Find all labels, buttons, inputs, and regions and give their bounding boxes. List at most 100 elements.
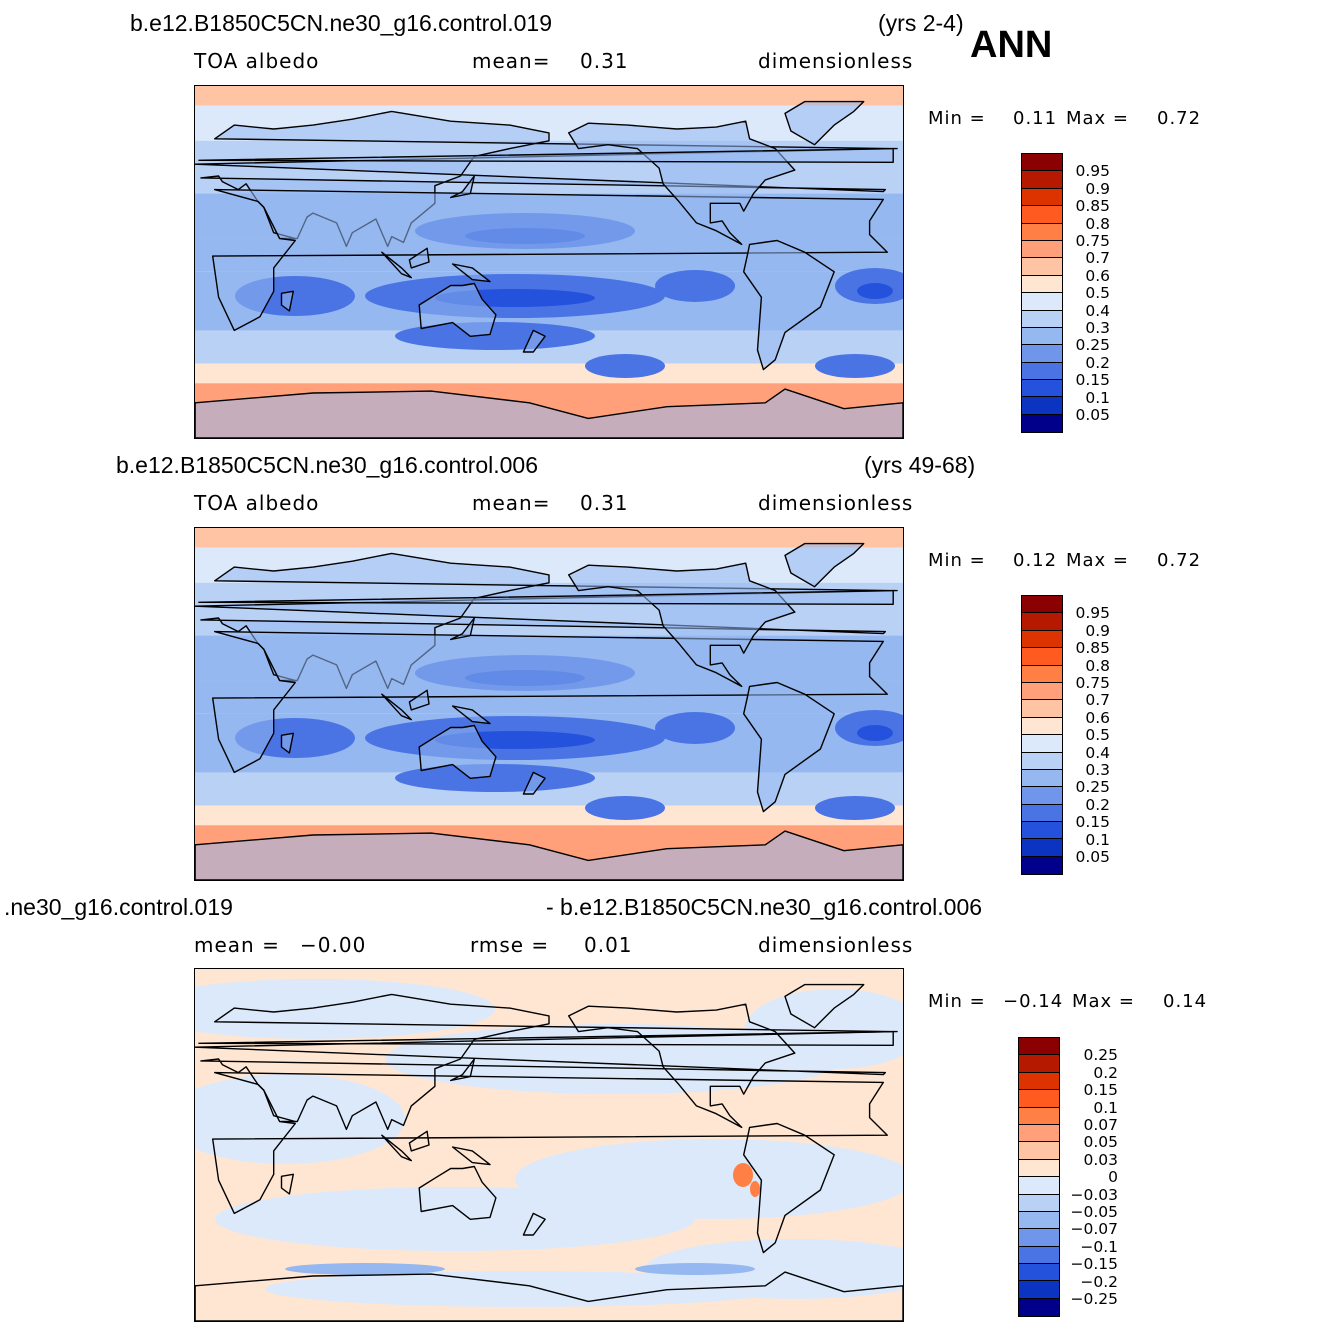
panel-1-mean-label: mean= — [472, 49, 551, 73]
colorbar-label: −0.1 — [1080, 1237, 1118, 1256]
coastline — [449, 617, 475, 641]
coastline — [522, 329, 546, 353]
colorbar-box — [1022, 717, 1062, 736]
panel-3-colorbar — [1018, 1037, 1060, 1318]
colorbar-label: −0.07 — [1070, 1220, 1119, 1239]
panel-1-map — [194, 85, 904, 439]
difference-region — [285, 1263, 445, 1275]
colorbar-label: 0.9 — [1085, 179, 1110, 198]
coastline — [198, 1030, 898, 1047]
colorbar-label: 0.15 — [1083, 1081, 1118, 1100]
panel-2-years: (yrs 49-68) — [864, 452, 976, 478]
low-albedo-region — [585, 354, 665, 378]
colorbar-box — [1022, 804, 1062, 823]
colorbar-label: 0.3 — [1085, 319, 1110, 337]
colorbar-box — [1022, 206, 1062, 224]
colorbar-label: 0.8 — [1085, 656, 1110, 675]
panel-3-max-label: Max = — [1072, 991, 1136, 1012]
panel-2-map-svg — [195, 528, 903, 880]
low-albedo-region — [815, 354, 895, 378]
coastline — [195, 830, 903, 880]
panel-1-mean-value: 0.31 — [580, 49, 629, 73]
low-albedo-region — [857, 283, 893, 299]
panel-1-variable: TOA albedo — [194, 49, 320, 73]
colorbar-label: 0.85 — [1075, 639, 1110, 658]
colorbar-box — [1022, 414, 1062, 433]
panel-2-colorbar — [1021, 595, 1063, 876]
colorbar-label: 0.25 — [1075, 336, 1110, 355]
colorbar-box — [1022, 735, 1062, 753]
coastline — [418, 724, 497, 780]
low-albedo-region — [655, 270, 735, 302]
colorbar-box — [1019, 1211, 1059, 1230]
panel-1-min-value: 0.11 — [1013, 108, 1058, 129]
coastline — [408, 247, 430, 269]
difference-region — [195, 979, 495, 1039]
coastline — [408, 1130, 430, 1152]
colorbar-label: 0.7 — [1085, 249, 1110, 268]
coastline — [195, 388, 903, 438]
colorbar-label: 0.3 — [1085, 761, 1110, 779]
coastline — [784, 983, 865, 1029]
colorbar-box — [1022, 839, 1062, 857]
panel-3-units: dimensionless — [758, 933, 914, 957]
colorbar-box — [1022, 769, 1062, 788]
coastline — [449, 175, 475, 199]
colorbar-label: 0.7 — [1085, 691, 1110, 710]
panel-2-mean-value: 0.31 — [580, 491, 629, 515]
colorbar-label: 0.1 — [1085, 388, 1110, 407]
coastline — [408, 689, 430, 711]
colorbar-label: −0.03 — [1070, 1185, 1119, 1204]
colorbar-label: 0.9 — [1085, 621, 1110, 640]
colorbar-label: 0 — [1108, 1168, 1118, 1187]
colorbar-label: 0.2 — [1085, 353, 1110, 372]
panel-3-min-label: Min = — [928, 991, 986, 1012]
coastline — [784, 100, 865, 146]
coastline — [522, 1212, 546, 1236]
coastline — [198, 147, 898, 164]
low-albedo-region — [395, 764, 595, 792]
colorbar-box — [1019, 1229, 1059, 1247]
difference-region — [750, 1181, 760, 1197]
panel-1-min-label: Min = — [928, 108, 986, 129]
coastline — [451, 705, 491, 725]
panel-1-max-value: 0.72 — [1157, 108, 1202, 129]
colorbar-label: −0.25 — [1070, 1290, 1119, 1308]
colorbar-label: 0.1 — [1085, 830, 1110, 849]
colorbar-box — [1022, 682, 1062, 701]
colorbar-label: −0.05 — [1070, 1203, 1119, 1221]
coastline — [743, 681, 835, 813]
coastline — [212, 1071, 888, 1215]
colorbar-box — [1022, 310, 1062, 328]
colorbar-box — [1019, 1072, 1059, 1091]
colorbar-box — [1022, 327, 1062, 346]
coastline — [418, 282, 497, 338]
coastline — [522, 771, 546, 795]
colorbar-box — [1019, 1142, 1059, 1160]
colorbar-box — [1019, 1038, 1059, 1056]
panel-2-max-label: Max = — [1066, 550, 1130, 571]
colorbar-label: 0.75 — [1075, 674, 1110, 692]
colorbar-box — [1022, 275, 1062, 294]
colorbar-box — [1022, 648, 1062, 666]
colorbar-label: 0.5 — [1085, 284, 1110, 303]
colorbar-box — [1022, 665, 1062, 683]
colorbar-box — [1022, 154, 1062, 172]
difference-region — [215, 1187, 695, 1251]
coastline — [784, 542, 865, 588]
colorbar-label: 0.05 — [1075, 848, 1110, 866]
panel-3-map-svg — [195, 969, 903, 1321]
colorbar-box — [1022, 188, 1062, 207]
colorbar-box — [1019, 1159, 1059, 1178]
panel-3-max-value: 0.14 — [1163, 991, 1208, 1012]
panel-3-rmse-value: 0.01 — [584, 933, 633, 957]
panel-2-variable: TOA albedo — [194, 491, 320, 515]
colorbar-box — [1022, 630, 1062, 649]
panel-3-min-value: −0.14 — [1003, 991, 1064, 1012]
panel-1-map-svg — [195, 86, 903, 438]
colorbar-label: 0.15 — [1075, 371, 1110, 390]
coastline — [280, 290, 295, 312]
panel-3-case-name-right: - b.e12.B1850C5CN.ne30_g16.control.006 — [546, 894, 983, 920]
season-label: ANN — [970, 24, 1053, 66]
panel-1-years: (yrs 2-4) — [878, 10, 964, 36]
